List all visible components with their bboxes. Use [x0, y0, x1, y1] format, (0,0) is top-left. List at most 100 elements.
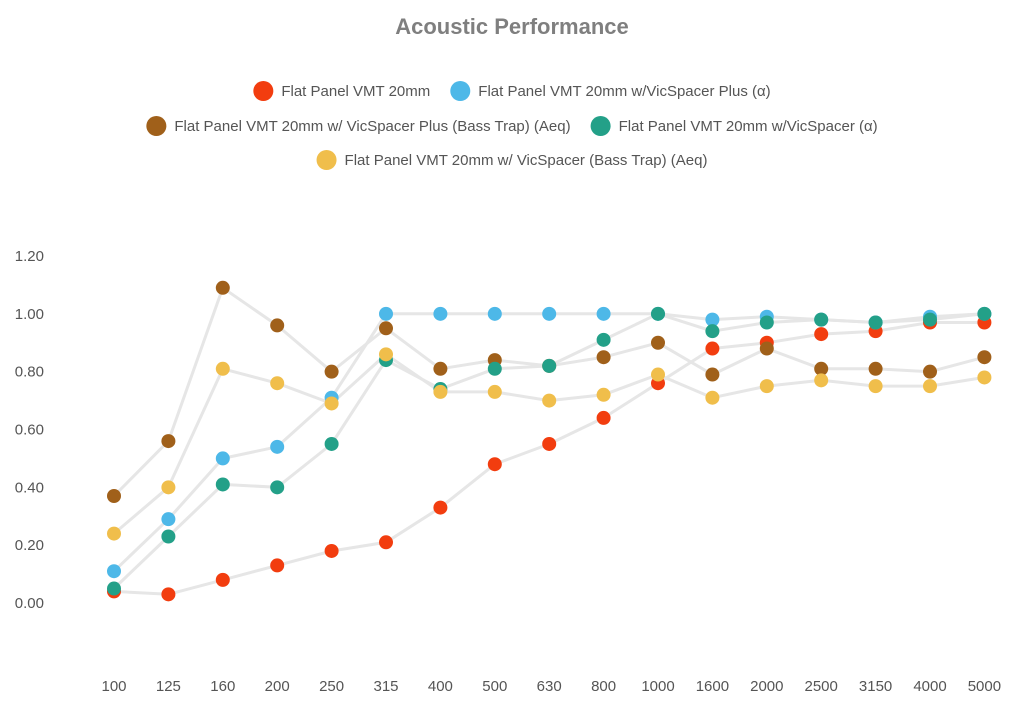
data-point[interactable] — [705, 341, 720, 356]
data-point[interactable] — [596, 350, 611, 365]
data-point[interactable] — [923, 312, 937, 327]
data-point[interactable] — [379, 347, 393, 362]
x-tick-label: 630 — [537, 678, 562, 695]
data-point[interactable] — [487, 384, 502, 399]
y-tick-label: 0.80 — [15, 364, 44, 381]
x-tick-label: 160 — [210, 678, 235, 695]
x-tick-label: 800 — [591, 678, 616, 695]
data-point[interactable] — [705, 390, 720, 405]
legend-marker[interactable] — [450, 81, 471, 101]
data-point[interactable] — [814, 312, 829, 327]
x-tick-label: 200 — [265, 678, 290, 695]
data-point[interactable] — [596, 306, 611, 321]
y-tick-label: 0.00 — [15, 595, 44, 612]
y-tick-label: 1.00 — [15, 306, 44, 323]
data-point[interactable] — [324, 543, 339, 558]
x-tick-label: 3150 — [859, 678, 892, 695]
data-point[interactable] — [270, 558, 285, 573]
data-point[interactable] — [379, 535, 393, 550]
data-point[interactable] — [324, 364, 339, 379]
data-point[interactable] — [759, 341, 774, 356]
data-point[interactable] — [651, 367, 665, 382]
data-point[interactable] — [651, 335, 665, 350]
data-point[interactable] — [596, 387, 611, 402]
data-point[interactable] — [977, 306, 992, 321]
data-point[interactable] — [814, 361, 829, 376]
data-point[interactable] — [542, 393, 557, 408]
data-point[interactable] — [705, 367, 720, 382]
data-point[interactable] — [215, 477, 230, 492]
data-point[interactable] — [215, 280, 230, 295]
data-point[interactable] — [270, 480, 285, 495]
data-point[interactable] — [923, 379, 937, 394]
x-tick-label: 5000 — [968, 678, 1001, 695]
legend-label[interactable]: Flat Panel VMT 20mm w/ VicSpacer Plus (B… — [174, 118, 570, 135]
data-point[interactable] — [814, 327, 829, 342]
data-point[interactable] — [324, 436, 339, 451]
data-point[interactable] — [759, 379, 774, 394]
data-point[interactable] — [270, 318, 285, 333]
legend-marker[interactable] — [590, 116, 611, 136]
data-point[interactable] — [107, 489, 121, 504]
data-point[interactable] — [433, 500, 448, 515]
legend-label[interactable]: Flat Panel VMT 20mm w/ VicSpacer (Bass T… — [345, 152, 708, 169]
data-point[interactable] — [270, 439, 285, 454]
legend-marker[interactable] — [253, 81, 274, 101]
data-point[interactable] — [596, 332, 611, 347]
x-tick-label: 500 — [482, 678, 507, 695]
chart-title: Acoustic Performance — [395, 14, 629, 39]
data-point[interactable] — [705, 312, 720, 327]
data-point[interactable] — [487, 457, 502, 472]
data-point[interactable] — [433, 361, 448, 376]
x-tick-label: 400 — [428, 678, 453, 695]
x-tick-label: 2500 — [805, 678, 838, 695]
data-point[interactable] — [542, 436, 557, 451]
data-point[interactable] — [107, 526, 121, 541]
data-point[interactable] — [705, 324, 720, 339]
data-point[interactable] — [270, 376, 285, 391]
data-point[interactable] — [215, 451, 230, 466]
data-point[interactable] — [107, 564, 121, 579]
data-point[interactable] — [379, 306, 393, 321]
legend-label[interactable]: Flat Panel VMT 20mm w/VicSpacer Plus (α) — [478, 83, 770, 100]
y-tick-label: 0.60 — [15, 422, 44, 439]
data-point[interactable] — [215, 361, 230, 376]
x-tick-label: 100 — [101, 678, 126, 695]
data-point[interactable] — [487, 306, 502, 321]
data-point[interactable] — [814, 373, 829, 388]
data-point[interactable] — [433, 306, 448, 321]
data-point[interactable] — [379, 321, 393, 336]
data-point[interactable] — [977, 350, 992, 365]
data-point[interactable] — [324, 396, 339, 411]
data-point[interactable] — [433, 384, 448, 399]
x-tick-label: 315 — [373, 678, 398, 695]
data-point[interactable] — [923, 364, 937, 379]
data-point[interactable] — [161, 434, 176, 449]
data-point[interactable] — [161, 529, 176, 544]
legend-marker[interactable] — [146, 116, 167, 136]
data-point[interactable] — [161, 587, 176, 602]
data-point[interactable] — [542, 358, 557, 373]
data-point[interactable] — [651, 306, 665, 321]
data-point[interactable] — [596, 410, 611, 425]
data-point[interactable] — [161, 512, 176, 527]
data-point[interactable] — [868, 361, 883, 376]
legend-label[interactable]: Flat Panel VMT 20mm — [281, 83, 430, 100]
data-point[interactable] — [487, 361, 502, 376]
data-point[interactable] — [977, 370, 992, 385]
y-tick-label: 0.20 — [15, 537, 44, 554]
legend-marker[interactable] — [316, 150, 337, 170]
x-tick-label: 4000 — [913, 678, 946, 695]
legend-label[interactable]: Flat Panel VMT 20mm w/VicSpacer (α) — [619, 118, 878, 135]
data-point[interactable] — [759, 315, 774, 330]
y-tick-label: 0.40 — [15, 479, 44, 496]
data-point[interactable] — [868, 315, 883, 330]
x-tick-label: 2000 — [750, 678, 783, 695]
data-point[interactable] — [107, 581, 121, 596]
data-point[interactable] — [868, 379, 883, 394]
y-tick-label: 1.20 — [15, 248, 44, 265]
data-point[interactable] — [215, 572, 230, 587]
data-point[interactable] — [542, 306, 557, 321]
data-point[interactable] — [161, 480, 176, 495]
